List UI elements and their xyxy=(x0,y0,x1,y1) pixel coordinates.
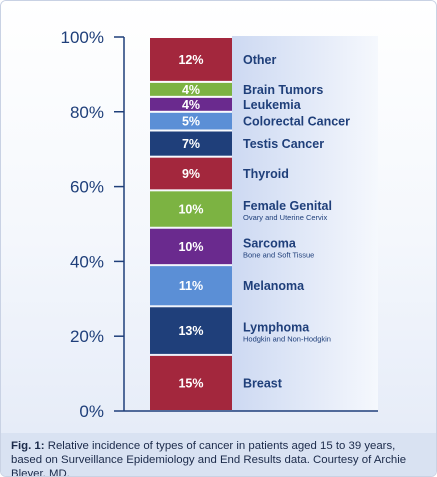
bar-segment xyxy=(150,307,232,354)
bar-segment xyxy=(150,97,232,111)
y-tick-label: 80% xyxy=(70,103,104,122)
segment-value-label: 13% xyxy=(178,324,203,338)
segment-name-label: Sarcoma xyxy=(243,236,297,250)
segment-name-label: Melanoma xyxy=(243,279,305,293)
y-tick-label: 60% xyxy=(70,178,104,197)
segment-name-label: Brain Tumors xyxy=(243,83,323,97)
segment-value-label: 11% xyxy=(179,279,203,293)
caption-prefix: Fig. 1: xyxy=(11,440,45,452)
segment-sub-label: Bone and Soft Tissue xyxy=(243,250,314,259)
caption-text: Relative incidence of types of cancer in… xyxy=(11,440,407,477)
segment-name-label: Lymphoma xyxy=(243,321,310,335)
segment-value-label: 7% xyxy=(182,137,200,151)
segment-value-label: 4% xyxy=(182,98,200,112)
bar-segment xyxy=(150,228,232,265)
y-tick-label: 0% xyxy=(79,402,104,421)
segment-sub-label: Hodgkin and Non-Hodgkin xyxy=(243,335,331,344)
bar-segment xyxy=(150,266,232,306)
segment-value-label: 4% xyxy=(182,83,200,97)
segment-value-label: 10% xyxy=(178,240,203,254)
segment-name-label: Thyroid xyxy=(243,167,289,181)
segment-name-label: Leukemia xyxy=(243,98,302,112)
segment-name-label: Other xyxy=(243,53,276,67)
bar-segment xyxy=(150,157,232,190)
segment-value-label: 15% xyxy=(178,376,203,390)
bar-segment xyxy=(150,38,232,81)
y-tick-label: 100% xyxy=(61,28,104,47)
label-strip xyxy=(232,36,378,411)
bar-segment xyxy=(150,191,232,227)
stacked-bar-chart: 0% 20% 40% 60% 80% 100% 15% Breast 13% LymphomaHo… xyxy=(61,28,378,421)
segment-value-label: 12% xyxy=(178,53,203,67)
bar-segment xyxy=(150,355,232,410)
segment-value-label: 5% xyxy=(182,115,200,129)
segment-value-label: 10% xyxy=(178,203,203,217)
y-tick-label: 20% xyxy=(70,327,104,346)
y-tick-label: 40% xyxy=(70,252,104,271)
figure-caption: Fig. 1: Relative incidence of types of c… xyxy=(1,433,436,476)
bar-segment xyxy=(150,131,232,156)
segment-name-label: Colorectal Cancer xyxy=(243,115,350,129)
bar-segment xyxy=(150,82,232,96)
segment-name-label: Female Genital xyxy=(243,199,332,213)
segment-name-label: Breast xyxy=(243,376,283,390)
segment-sub-label: Ovary and Uterine Cervix xyxy=(243,213,327,222)
segment-value-label: 9% xyxy=(182,167,200,181)
segment-name-label: Testis Cancer xyxy=(243,137,324,151)
bar-segment xyxy=(150,112,232,130)
